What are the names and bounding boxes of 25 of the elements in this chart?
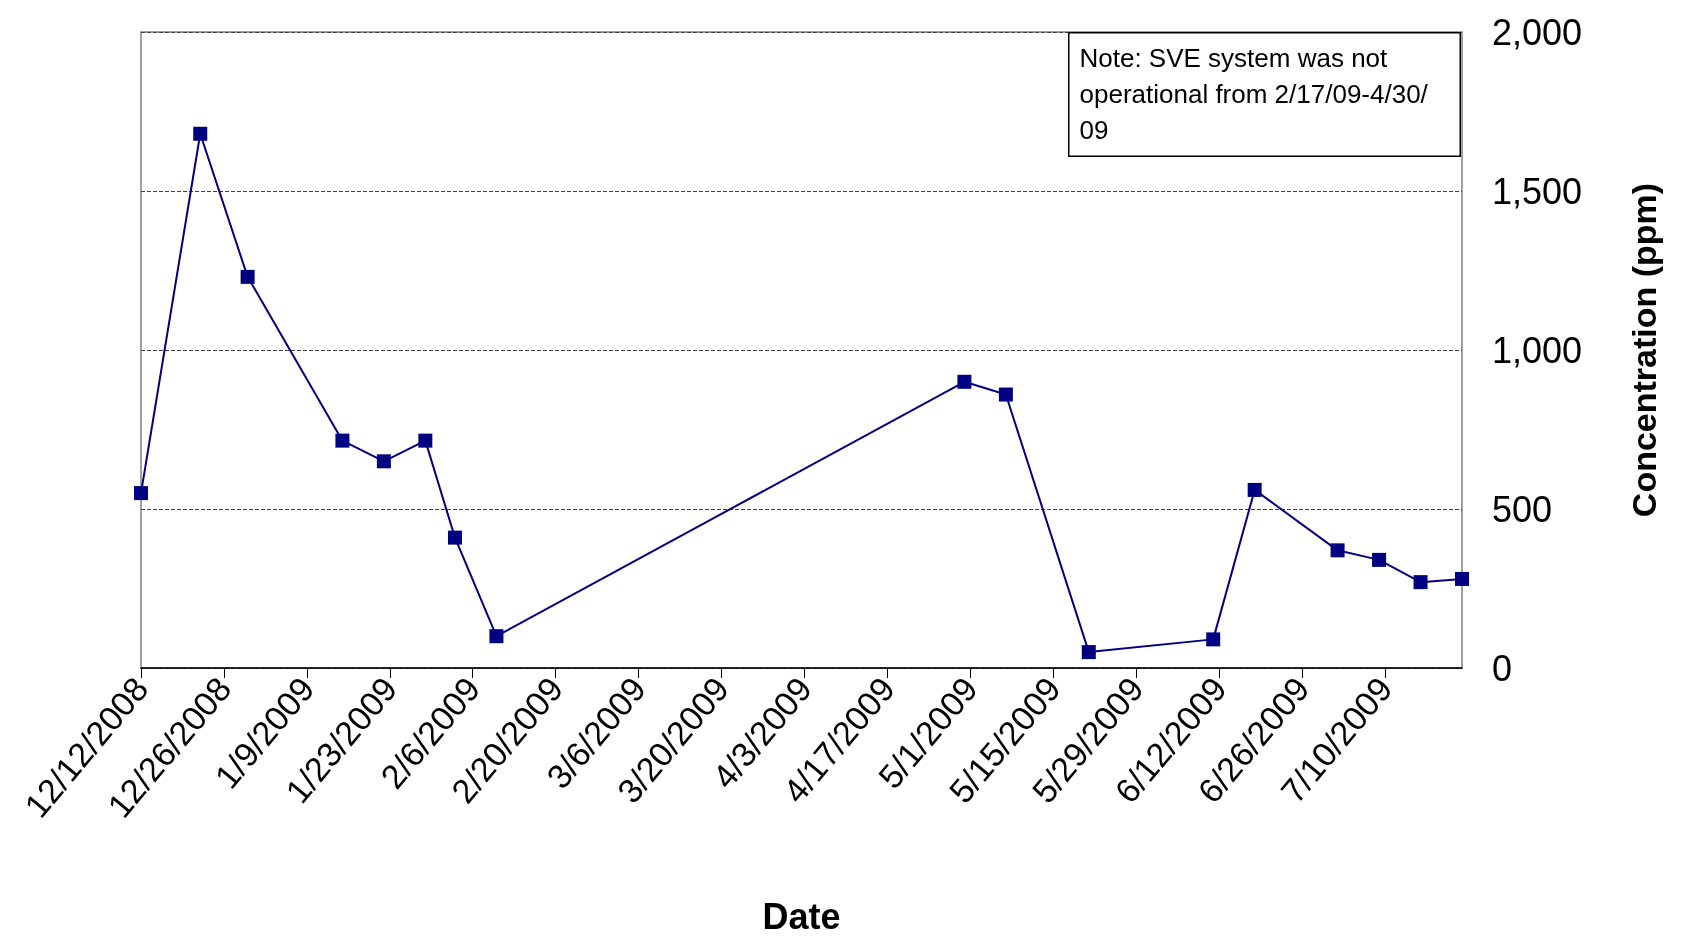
y-axis-title: Concentration (ppm) bbox=[1625, 182, 1663, 518]
point bbox=[240, 269, 255, 284]
point bbox=[998, 387, 1013, 402]
y-tick-label: 500 bbox=[1492, 488, 1553, 530]
point bbox=[335, 433, 350, 448]
y-tick-label: 1,500 bbox=[1492, 170, 1583, 212]
x-axis-title: Date bbox=[762, 895, 841, 937]
point bbox=[134, 486, 148, 501]
point bbox=[418, 433, 433, 448]
point bbox=[1206, 632, 1221, 647]
point bbox=[376, 454, 391, 469]
y-tick-label: 1,000 bbox=[1492, 329, 1583, 371]
point bbox=[489, 629, 504, 644]
y-tick-label: 2,000 bbox=[1492, 11, 1583, 53]
point bbox=[447, 530, 462, 545]
point bbox=[957, 374, 972, 389]
point bbox=[1247, 482, 1262, 497]
point bbox=[1372, 552, 1387, 567]
point bbox=[1330, 543, 1345, 558]
point bbox=[1081, 645, 1096, 660]
annotation: Note: SVE system was not operational from 2/17/09-4/30/09 bbox=[1079, 42, 1429, 145]
point bbox=[193, 126, 208, 141]
point bbox=[1455, 571, 1469, 586]
point bbox=[1413, 575, 1428, 590]
y-tick-label: 0 bbox=[1492, 647, 1513, 689]
